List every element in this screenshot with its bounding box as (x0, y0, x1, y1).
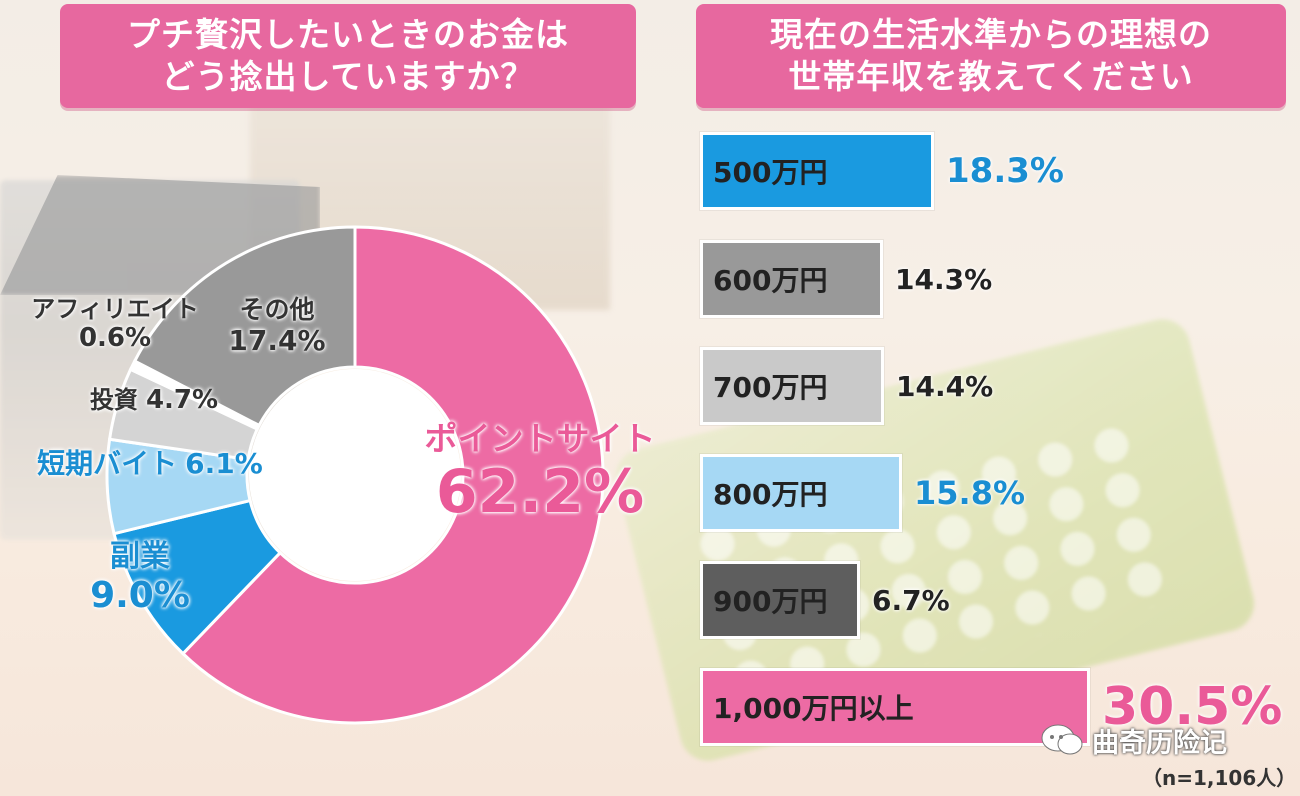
bar-value-label: 6.7% (872, 583, 950, 617)
bar-value-label: 30.5% (1102, 677, 1283, 737)
donut-value-label: 0.6% (78, 322, 152, 353)
donut-category-label: ポイントサイト (424, 419, 656, 458)
bar-category-label: 900万円 (713, 585, 828, 618)
donut-category-label: 短期バイト (37, 447, 178, 480)
bar-1: 600万円 (700, 240, 883, 318)
right-question-header: 現在の生活水準からの理想の 世帯年収を教えてください (696, 4, 1286, 108)
bar-category-label: 600万円 (713, 264, 828, 297)
bar-value-label: 18.3% (946, 151, 1064, 191)
bar-5: 1,000万円以上 (700, 668, 1090, 746)
donut-category-label: 副業 (110, 539, 170, 574)
bar-3: 800万円 (700, 454, 902, 532)
donut-category-label: その他 (239, 295, 315, 324)
donut-hole (249, 369, 461, 581)
bar-category-label: 800万円 (713, 478, 828, 511)
chat-bubble-icon (1041, 724, 1083, 755)
bar-category-label: 1,000万円以上 (713, 692, 914, 725)
donut-value-label: 4.7% (145, 385, 219, 415)
bar-value-label: 14.3% (895, 262, 993, 296)
bar-0: 500万円 (700, 132, 934, 210)
donut-label-4: アフィリエイト 0.6% (20, 295, 210, 353)
donut-value-label: 17.4% (228, 323, 326, 357)
sample-size: （n=1,106人） (1142, 766, 1297, 790)
right-question-title: 現在の生活水準からの理想の 世帯年収を教えてください (770, 15, 1212, 96)
donut-value-label: 6.1% (185, 447, 263, 480)
donut-slice-5 (132, 225, 357, 428)
bar-category-label: 700万円 (713, 371, 828, 404)
left-question-header: プチ贅沢したいときのお金は どう捻出していますか？ (60, 4, 636, 108)
donut-label-0: ポイントサイト 62.2% (400, 420, 680, 527)
donut-label-2: 短期バイト 6.1% (10, 447, 290, 480)
donut-category-label: 投資 (89, 386, 138, 414)
bar-category-label: 500万円 (713, 156, 828, 189)
donut-value-label: 62.2% (435, 456, 645, 527)
donut-label-3: 投資 4.7% (54, 385, 254, 416)
bar-4: 900万円 (700, 561, 860, 639)
watermark-text: 曲奇历险记 (1092, 727, 1227, 759)
bar-value-label: 15.8% (914, 474, 1026, 512)
donut-slice-0 (180, 225, 605, 725)
watermark: 曲奇历险记 (1040, 718, 1227, 762)
bar-value-label: 14.4% (896, 369, 994, 403)
left-question-title: プチ贅沢したいときのお金は どう捻出していますか？ (127, 15, 569, 96)
donut-label-5: その他 17.4% (212, 295, 342, 357)
donut-label-1: 副業 9.0% (70, 539, 210, 616)
bar-2: 700万円 (700, 347, 884, 425)
donut-value-label: 9.0% (90, 574, 190, 616)
donut-category-label: アフィリエイト (31, 295, 199, 323)
